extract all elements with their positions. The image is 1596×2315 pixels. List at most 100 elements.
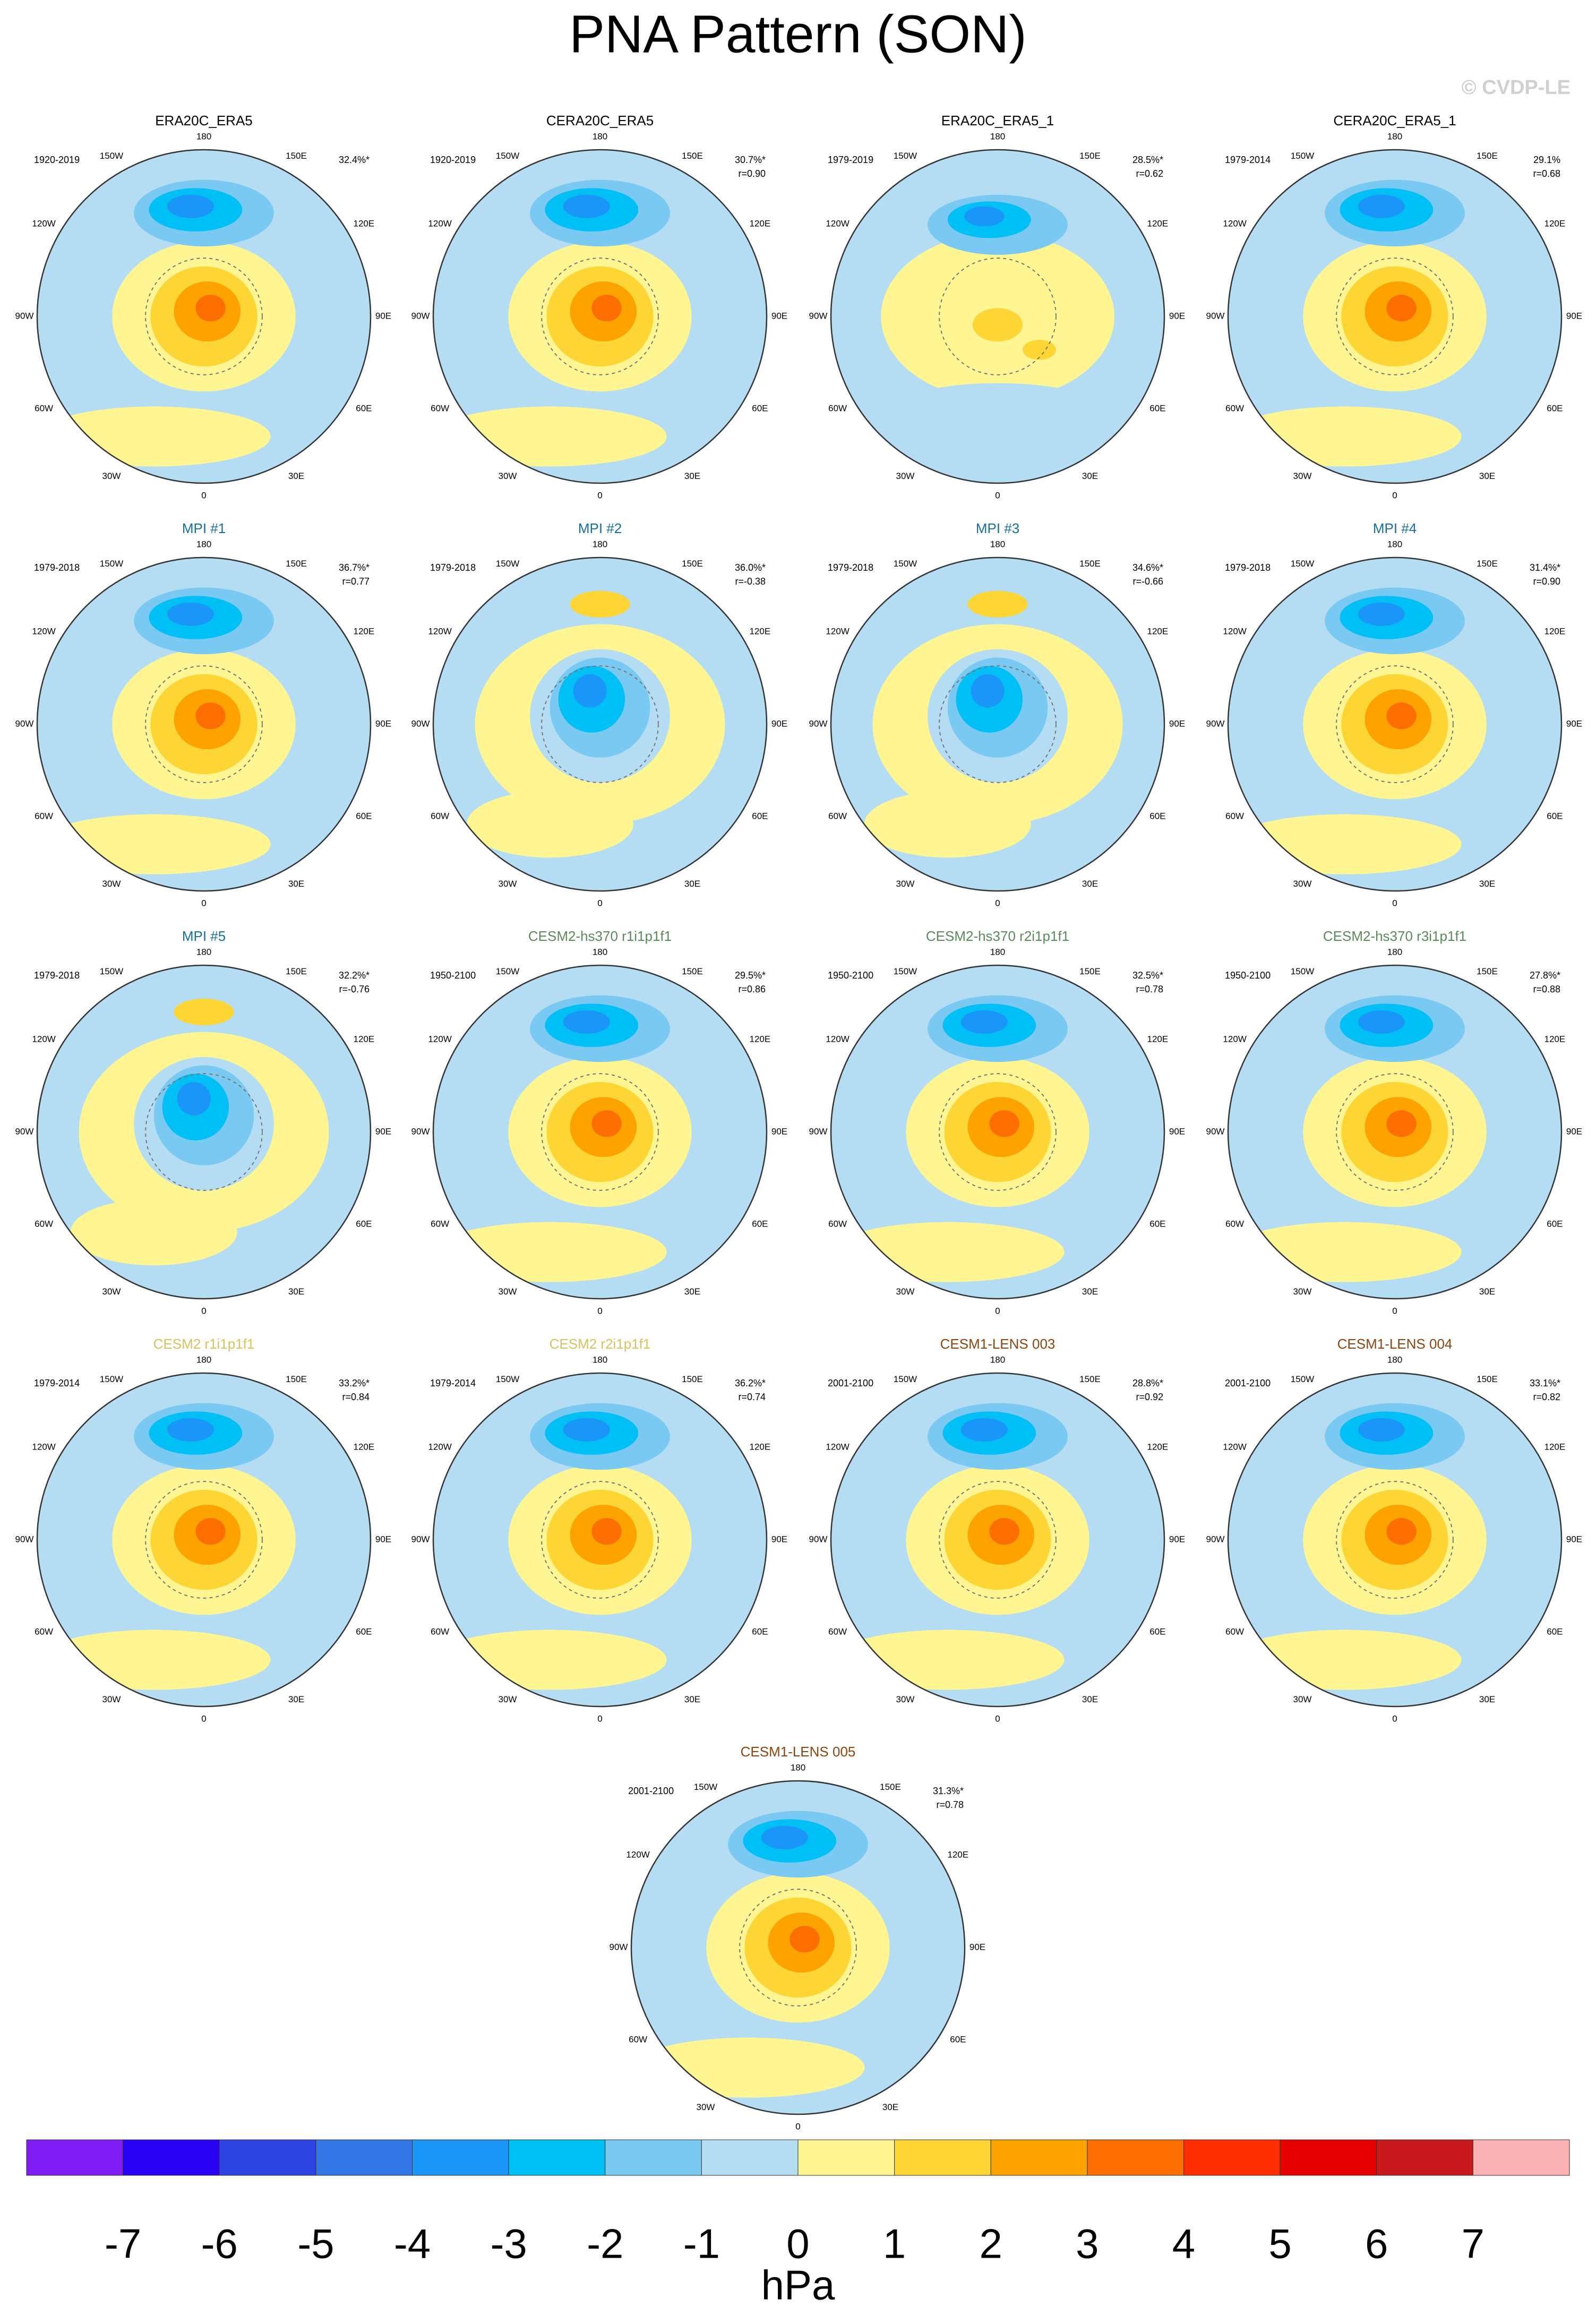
longitude-label: 90W <box>411 718 430 728</box>
correlation-label: r=0.86 <box>738 984 766 994</box>
longitude-label: 90E <box>771 718 787 728</box>
latitude-circle <box>939 1481 1057 1599</box>
longitude-label: 30W <box>896 1694 915 1704</box>
variance-label: 31.4%* <box>1530 562 1560 573</box>
period-label: 1979-2014 <box>430 1378 476 1388</box>
figure-title: PNA Pattern (SON) <box>569 4 1026 64</box>
longitude-label: 0 <box>597 898 602 908</box>
longitude-label: 150W <box>894 151 917 161</box>
correlation-label: r=0.77 <box>342 576 370 587</box>
anomaly-contour <box>167 1418 214 1442</box>
longitude-label: 150W <box>894 966 917 976</box>
longitude-label: 30E <box>1082 1287 1098 1297</box>
longitude-label: 150E <box>682 151 703 161</box>
longitude-label: 120E <box>1147 1034 1169 1044</box>
map-panel <box>831 1373 1164 1707</box>
longitude-label: 0 <box>1392 490 1397 500</box>
longitude-label: 60W <box>35 811 53 821</box>
map-panel <box>831 558 1164 891</box>
anomaly-contour <box>591 295 622 322</box>
longitude-label: 90E <box>1169 311 1185 321</box>
longitude-label: 0 <box>201 898 206 908</box>
longitude-label: 150W <box>100 966 123 976</box>
longitude-label: 90W <box>411 311 430 321</box>
longitude-label: 90E <box>375 311 391 321</box>
map-panel <box>1228 965 1561 1299</box>
period-label: 1979-2018 <box>430 562 476 573</box>
longitude-label: 180 <box>196 539 211 549</box>
anomaly-contour <box>989 1518 1019 1545</box>
correlation-label: r=0.84 <box>342 1392 370 1402</box>
map-border <box>1227 964 1563 1300</box>
colorbar-box <box>894 2139 991 2176</box>
panel-title: CESM2 r1i1p1f1 <box>153 1336 255 1352</box>
map-border <box>1227 149 1563 484</box>
map-border <box>432 556 768 892</box>
longitude-label: 120W <box>428 1442 451 1452</box>
anomaly-contour <box>960 1010 1008 1034</box>
anomaly-contour <box>591 1110 622 1137</box>
anomaly-contour <box>1228 1222 1462 1282</box>
longitude-label: 90E <box>1566 718 1582 728</box>
longitude-label: 120E <box>1544 1034 1566 1044</box>
longitude-label: 60E <box>1547 1219 1563 1229</box>
longitude-label: 60W <box>1225 403 1244 413</box>
correlation-label: r=0.78 <box>936 1799 964 1810</box>
correlation-label: r=0.82 <box>1533 1392 1560 1402</box>
longitude-label: 150E <box>1079 1374 1101 1384</box>
longitude-label: 120W <box>826 218 849 228</box>
longitude-label: 180 <box>593 1354 607 1365</box>
longitude-label: 150W <box>894 559 917 569</box>
longitude-label: 120W <box>32 1442 55 1452</box>
longitude-label: 150E <box>880 1782 901 1792</box>
longitude-label: 120W <box>428 1034 451 1044</box>
anomaly-contour <box>1386 1518 1417 1545</box>
anomaly-contour <box>631 2037 865 2098</box>
correlation-label: r=-0.76 <box>339 984 370 994</box>
colorbar-box <box>1472 2139 1570 2176</box>
longitude-label: 0 <box>995 490 1000 500</box>
longitude-label: 30W <box>896 471 915 481</box>
longitude-label: 90W <box>1206 311 1225 321</box>
longitude-label: 90E <box>771 1534 787 1544</box>
longitude-label: 150E <box>682 966 703 976</box>
anomaly-contour <box>174 998 234 1026</box>
variance-label: 28.8%* <box>1132 1378 1163 1388</box>
variance-label: 32.4%* <box>339 155 370 165</box>
longitude-label: 30W <box>1293 879 1312 889</box>
longitude-label: 60W <box>431 403 449 413</box>
map-panel <box>1228 1373 1561 1707</box>
longitude-label: 60W <box>1225 1219 1244 1229</box>
period-label: 1950-2100 <box>430 970 476 981</box>
map-panel <box>831 150 1164 483</box>
longitude-label: 90W <box>610 1942 628 1952</box>
longitude-label: 120E <box>354 218 375 228</box>
longitude-label: 60W <box>629 2034 647 2044</box>
colorbar-tick-label: 5 <box>1268 2220 1291 2267</box>
anomaly-contour <box>761 1825 808 1849</box>
anomaly-contour <box>1358 1418 1405 1442</box>
correlation-label: r=0.88 <box>1533 984 1560 994</box>
longitude-label: 60W <box>35 1219 53 1229</box>
anomaly-contour <box>195 295 226 322</box>
longitude-label: 0 <box>1392 1713 1397 1724</box>
anomaly-contour <box>591 1518 622 1545</box>
longitude-label: 120W <box>826 1442 849 1452</box>
longitude-label: 30W <box>102 1287 121 1297</box>
longitude-label: 150W <box>1291 966 1314 976</box>
longitude-label: 150E <box>1477 1374 1498 1384</box>
map-panel <box>433 1373 767 1707</box>
longitude-label: 150E <box>1079 151 1101 161</box>
colorbar-tick-label: -7 <box>105 2220 141 2267</box>
anomaly-contour <box>563 1418 610 1442</box>
longitude-label: 180 <box>196 131 211 141</box>
map-panel <box>433 150 767 483</box>
variance-label: 36.7%* <box>339 562 370 573</box>
longitude-label: 30W <box>896 879 915 889</box>
anomaly-contour <box>971 674 1005 708</box>
panel-title: MPI #4 <box>1373 520 1417 536</box>
map-border <box>36 1372 372 1708</box>
colorbar-tick-label: 0 <box>786 2220 809 2267</box>
longitude-label: 120E <box>750 626 771 636</box>
